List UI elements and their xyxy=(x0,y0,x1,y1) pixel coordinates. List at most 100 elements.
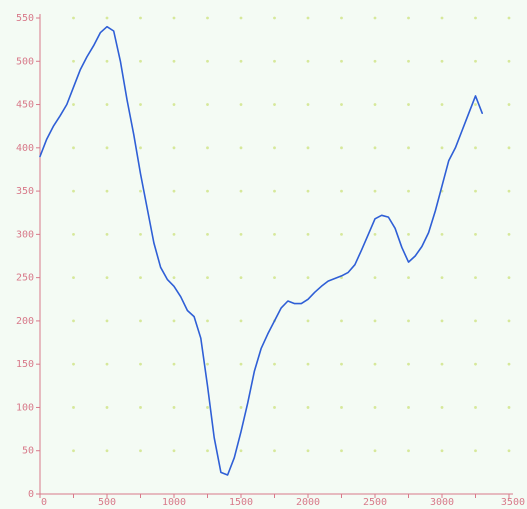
grid-dot xyxy=(306,189,310,193)
grid-dot xyxy=(340,449,343,453)
grid-dot xyxy=(407,276,410,280)
grid-dot xyxy=(172,16,176,20)
grid-dot xyxy=(172,59,176,63)
grid-dot xyxy=(139,16,142,20)
grid-dot xyxy=(474,232,477,236)
grid-dot xyxy=(507,319,511,323)
grid-dot xyxy=(273,59,276,63)
grid-dot xyxy=(373,276,377,280)
grid-dot xyxy=(373,16,377,20)
y-tick-label: 350 xyxy=(16,186,34,197)
grid-dot xyxy=(172,189,176,193)
grid-dot xyxy=(206,189,209,193)
grid-dot xyxy=(474,146,477,150)
grid-dots xyxy=(72,16,511,453)
grid-dot xyxy=(105,59,109,63)
grid-dot xyxy=(206,362,209,366)
grid-dot xyxy=(440,16,444,20)
grid-dot xyxy=(105,16,109,20)
grid-dot xyxy=(273,16,276,20)
y-tick-label: 100 xyxy=(16,402,34,413)
grid-dot xyxy=(340,16,343,20)
y-tick-label: 0 xyxy=(28,489,34,500)
grid-dot xyxy=(72,103,75,106)
x-tick-label: 3500 xyxy=(501,497,525,508)
x-tick-label: 500 xyxy=(98,497,116,508)
grid-dot xyxy=(72,232,75,236)
grid-dot xyxy=(507,276,511,280)
grid-dot xyxy=(239,146,243,150)
grid-dot xyxy=(373,406,377,409)
grid-dot xyxy=(440,319,444,323)
grid-dot xyxy=(273,146,276,150)
grid-dot xyxy=(440,362,444,366)
axes xyxy=(36,14,513,498)
grid-dot xyxy=(139,449,142,453)
grid-dot xyxy=(407,146,410,150)
grid-dot xyxy=(239,319,243,323)
grid-dot xyxy=(407,103,410,106)
grid-dot xyxy=(474,103,477,106)
grid-dot xyxy=(474,319,477,323)
grid-dot xyxy=(105,146,109,150)
series-line xyxy=(39,25,483,476)
grid-dot xyxy=(206,449,209,453)
grid-dot xyxy=(206,16,209,20)
grid-dot xyxy=(373,103,377,106)
grid-dot xyxy=(139,362,142,366)
grid-dot xyxy=(139,319,142,323)
grid-dot xyxy=(440,103,444,106)
grid-dot xyxy=(306,232,310,236)
grid-dot xyxy=(72,449,75,453)
grid-dot xyxy=(72,276,75,280)
tick-labels: 0 50 100 150 200 250 300 350 400 450 500 550 0 500 100… xyxy=(16,13,525,508)
grid-dot xyxy=(273,103,276,106)
grid-dot xyxy=(72,59,75,63)
x-tick-label: 1500 xyxy=(229,497,253,508)
grid-dot xyxy=(206,276,209,280)
x-tick-label: 2500 xyxy=(363,497,387,508)
grid-dot xyxy=(206,232,209,236)
x-tick-label: 3000 xyxy=(430,497,454,508)
grid-dot xyxy=(507,59,511,63)
grid-dot xyxy=(306,449,310,453)
y-tick-label: 200 xyxy=(16,316,34,327)
grid-dot xyxy=(507,16,511,20)
grid-dot xyxy=(172,276,176,280)
grid-dot xyxy=(172,232,176,236)
grid-dot xyxy=(440,276,444,280)
y-tick-label: 250 xyxy=(16,273,34,284)
grid-dot xyxy=(306,103,310,106)
grid-dot xyxy=(407,406,410,409)
grid-dot xyxy=(239,449,243,453)
grid-dot xyxy=(72,319,75,323)
x-tick-label: 0 xyxy=(41,497,47,508)
grid-dot xyxy=(507,146,511,150)
grid-dot xyxy=(306,146,310,150)
grid-dot xyxy=(507,449,511,453)
grid-dot xyxy=(340,189,343,193)
x-tick-label: 1000 xyxy=(162,497,186,508)
grid-dot xyxy=(440,59,444,63)
grid-dot xyxy=(373,189,377,193)
grid-dot xyxy=(139,146,142,150)
grid-dot xyxy=(474,406,477,409)
grid-dot xyxy=(105,232,109,236)
grid-dot xyxy=(306,319,310,323)
grid-dot xyxy=(306,16,310,20)
grid-dot xyxy=(139,276,142,280)
grid-dot xyxy=(507,232,511,236)
grid-dot xyxy=(474,276,477,280)
grid-dot xyxy=(507,103,511,106)
grid-dot xyxy=(340,319,343,323)
grid-dot xyxy=(407,319,410,323)
grid-dot xyxy=(72,146,75,150)
grid-dot xyxy=(239,59,243,63)
y-tick-label: 550 xyxy=(16,13,34,24)
grid-dot xyxy=(206,406,209,409)
grid-dot xyxy=(306,59,310,63)
grid-dot xyxy=(407,449,410,453)
grid-dot xyxy=(507,362,511,366)
grid-dot xyxy=(306,406,310,409)
grid-dot xyxy=(172,449,176,453)
